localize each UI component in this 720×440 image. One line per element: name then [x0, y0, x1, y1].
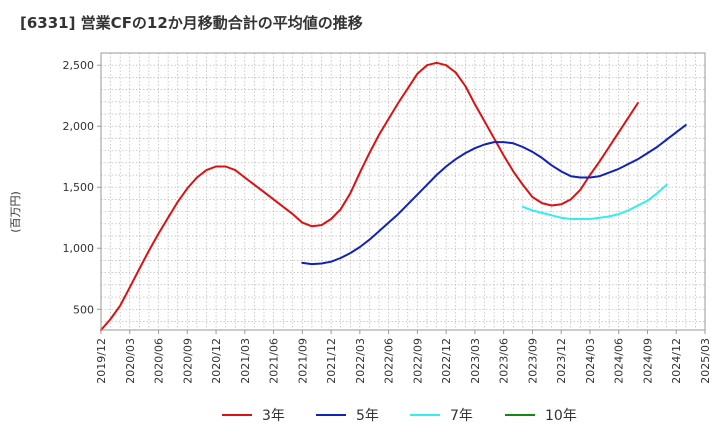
- legend-item: 3年: [222, 400, 285, 430]
- legend-label: 7年: [450, 408, 473, 424]
- legend-swatch: [222, 414, 252, 416]
- legend-label: 10年: [545, 408, 577, 424]
- chart-legend: 3年 5年 7年 10年: [0, 400, 720, 430]
- legend-swatch: [410, 414, 440, 416]
- x-tick-label: 2023/12: [555, 338, 568, 384]
- y-tick-label: 1,500: [63, 181, 95, 194]
- x-tick-label: 2022/06: [383, 338, 396, 384]
- chart-title: [6331] 営業CFの12か月移動合計の平均値の推移: [20, 14, 363, 32]
- y-tick-label: 500: [73, 303, 94, 316]
- y-tick-label: 2,000: [63, 120, 95, 133]
- x-tick-label: 2024/03: [584, 338, 597, 384]
- x-tick-label: 2024/06: [613, 338, 626, 384]
- legend-swatch: [316, 414, 346, 416]
- legend-swatch: [505, 414, 535, 416]
- series-line-7年: [521, 183, 668, 220]
- x-tick-label: 2023/06: [498, 338, 511, 384]
- x-tick-label: 2023/03: [469, 338, 482, 384]
- series-line-3年: [100, 61, 639, 331]
- y-tick-label: 1,000: [63, 242, 95, 255]
- x-tick-label: 2019/12: [95, 338, 108, 384]
- series-line-5年: [301, 124, 687, 266]
- x-tick-label: 2021/03: [239, 338, 252, 384]
- x-tick-label: 2020/06: [153, 338, 166, 384]
- x-tick-label: 2020/12: [210, 338, 223, 384]
- x-tick-label: 2022/12: [440, 338, 453, 384]
- x-tick-label: 2021/06: [268, 338, 281, 384]
- x-tick-label: 2022/09: [411, 338, 424, 384]
- legend-label: 3年: [262, 408, 285, 424]
- x-tick-label: 2024/12: [670, 338, 683, 384]
- legend-item: 5年: [316, 400, 379, 430]
- x-tick-label: 2023/09: [526, 338, 539, 384]
- x-tick-label: 2020/03: [124, 338, 137, 384]
- legend-item: 7年: [410, 400, 473, 430]
- plot-frame: [100, 52, 706, 331]
- x-tick-label: 2022/03: [354, 338, 367, 384]
- y-tick-label: 2,500: [63, 59, 95, 72]
- legend-item: 10年: [505, 400, 577, 430]
- x-tick-label: 2020/09: [181, 338, 194, 384]
- x-tick-label: 2021/12: [325, 338, 338, 384]
- x-tick-label: 2025/03: [699, 338, 712, 384]
- plot-background: [101, 53, 705, 330]
- x-tick-label: 2024/09: [641, 338, 654, 384]
- legend-label: 5年: [356, 408, 379, 424]
- x-tick-label: 2021/09: [296, 338, 309, 384]
